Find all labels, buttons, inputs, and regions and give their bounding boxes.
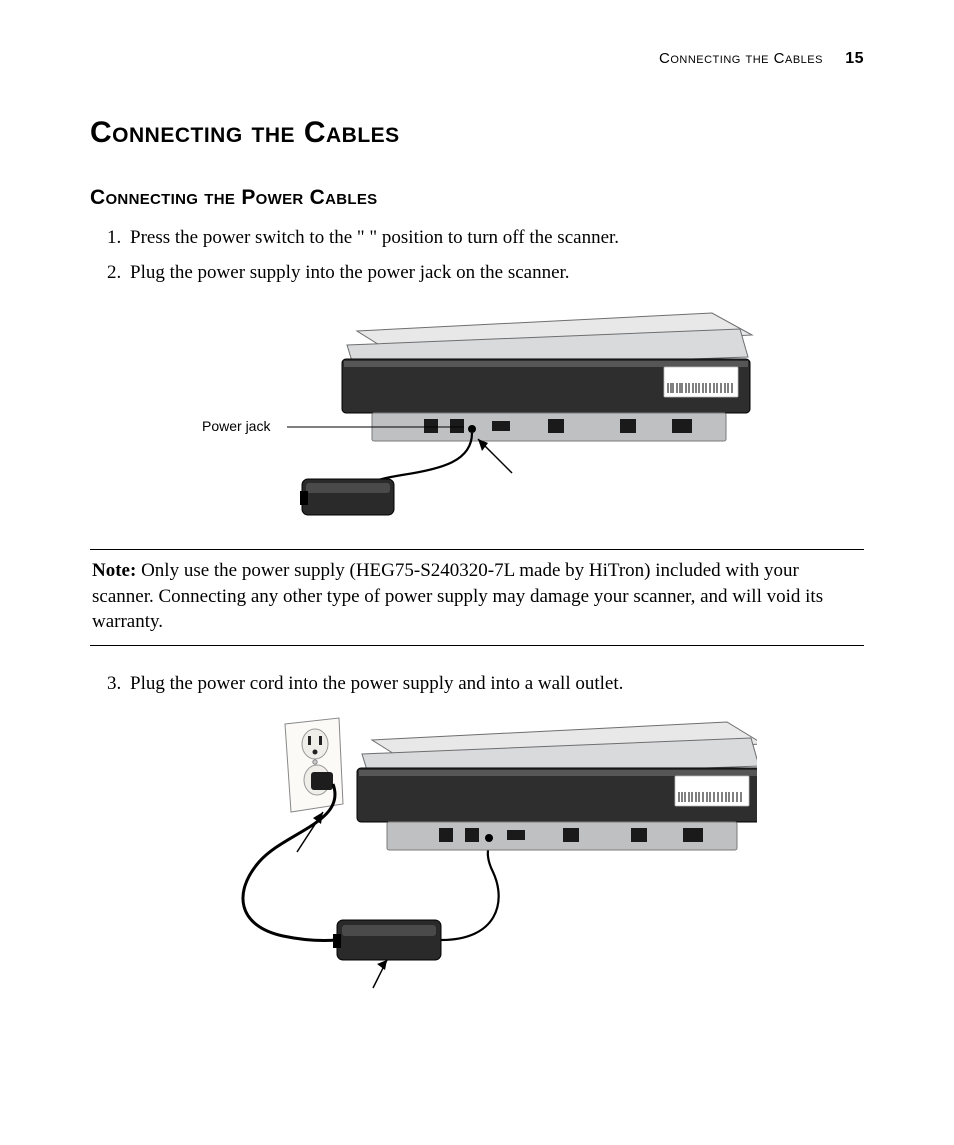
scanner-wall-outlet-illustration — [197, 712, 757, 992]
page-number: 15 — [845, 50, 864, 67]
running-head: Connecting the Cables 15 — [90, 50, 864, 68]
note-box: Note: Only use the power supply (HEG75-S… — [90, 549, 864, 646]
power-jack-callout: Power jack — [202, 418, 271, 434]
step-3: Plug the power cord into the power suppl… — [126, 670, 864, 699]
step-1: Press the power switch to the " " positi… — [126, 224, 864, 253]
step-2: Plug the power supply into the power jac… — [126, 259, 864, 288]
figure-wall-outlet — [90, 712, 864, 992]
step-list-1: Press the power switch to the " " positi… — [90, 224, 864, 287]
step-list-2: Plug the power cord into the power suppl… — [90, 670, 864, 699]
figure-power-jack: Power jack — [90, 301, 864, 531]
subsection-heading: Connecting the Power Cables — [90, 186, 864, 210]
scanner-power-jack-illustration: Power jack — [192, 301, 762, 531]
section-heading: Connecting the Cables — [90, 116, 864, 150]
running-head-text: Connecting the Cables — [659, 50, 823, 67]
note-label: Note: — [92, 560, 136, 581]
manual-page: Connecting the Cables 15 Connecting the … — [0, 0, 954, 1070]
note-text: Only use the power supply (HEG75-S240320… — [92, 560, 823, 632]
